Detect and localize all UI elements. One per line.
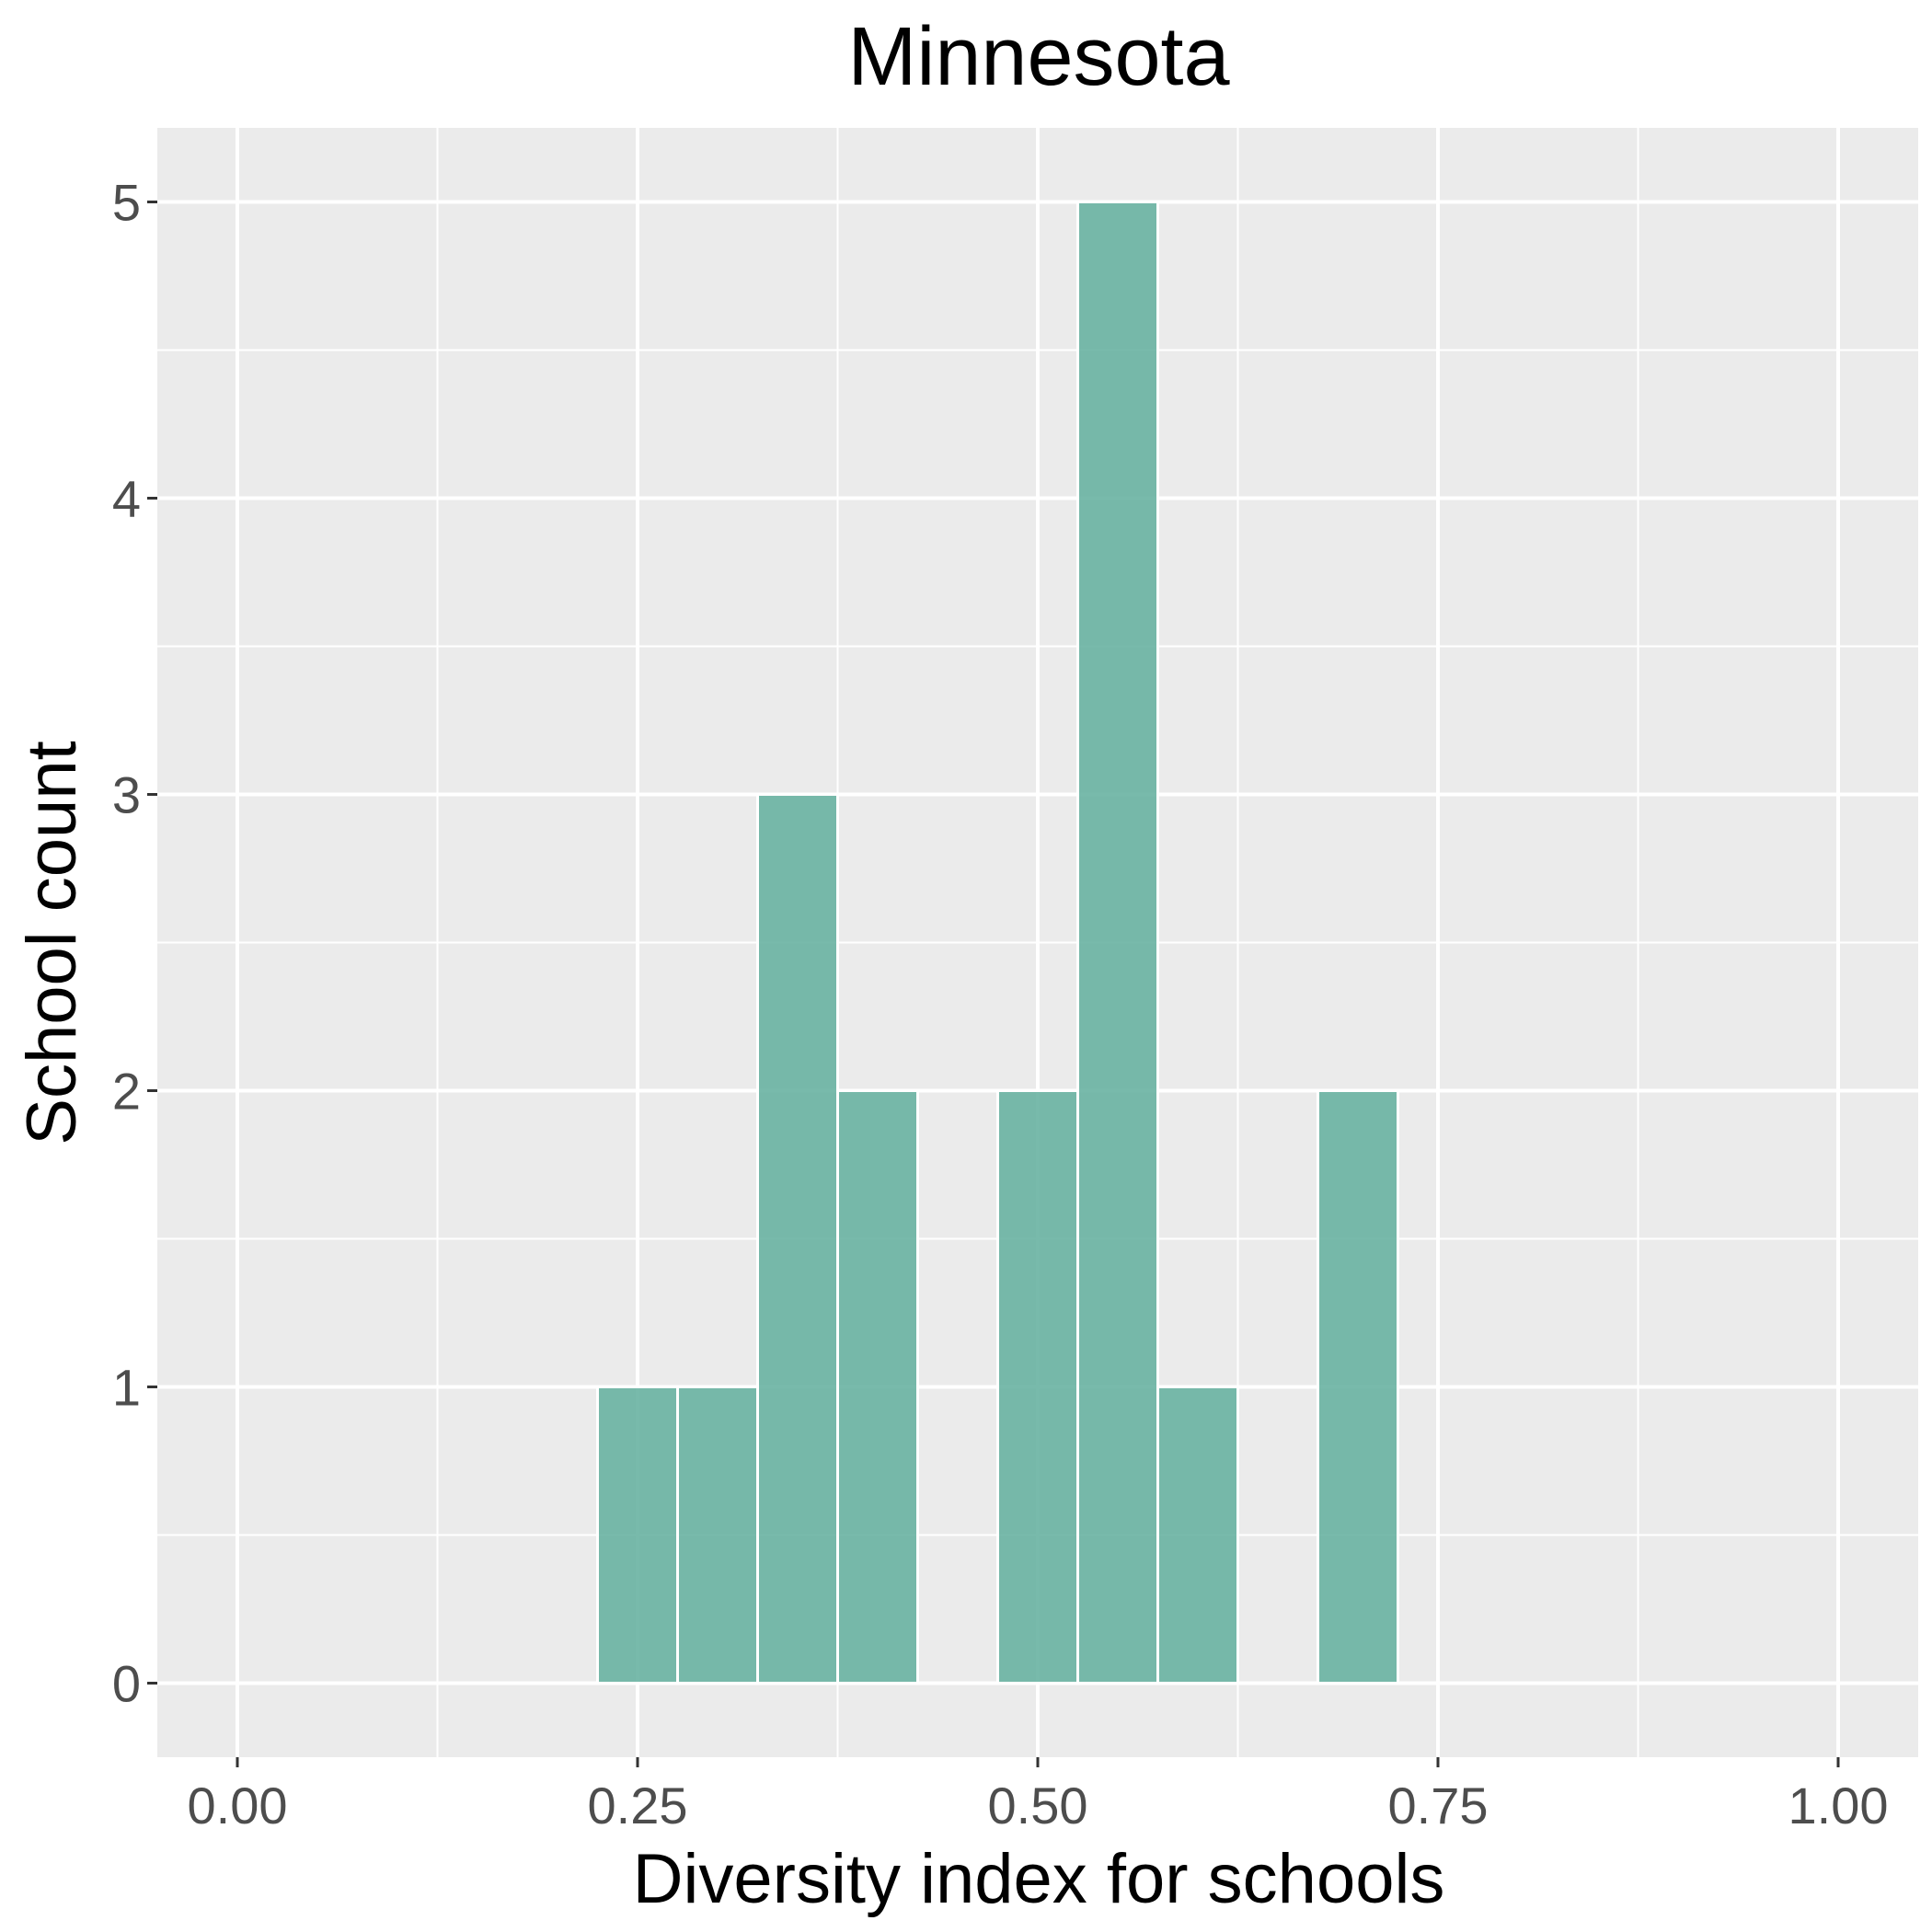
- x-tick-label: 0.75: [1388, 1777, 1489, 1834]
- y-axis-title: School count: [13, 741, 91, 1144]
- histogram-bar: [996, 1089, 1079, 1685]
- y-tick-label: 3: [112, 766, 141, 824]
- y-tick-label: 2: [112, 1063, 141, 1121]
- histogram-bar: [1156, 1386, 1239, 1685]
- y-tick-label: 1: [112, 1359, 141, 1417]
- x-tick-label: 0.25: [588, 1777, 688, 1834]
- x-axis-title: Diversity index for schools: [633, 1840, 1445, 1918]
- x-tick-label: 1.00: [1788, 1777, 1889, 1834]
- x-axis-ticks: 0.00 0.25 0.50 0.75 1.00: [188, 1757, 1889, 1834]
- y-axis-ticks: 0 1 2 3 4 5: [112, 174, 157, 1713]
- y-tick-label: 0: [112, 1655, 141, 1713]
- histogram-bar: [756, 793, 839, 1685]
- histogram-bar: [1076, 201, 1159, 1685]
- histogram-bars: [596, 201, 1399, 1685]
- chart-title: Minnesota: [847, 11, 1230, 103]
- x-tick-label: 0.00: [188, 1777, 288, 1834]
- histogram-bar: [596, 1386, 679, 1685]
- histogram-bar: [1317, 1089, 1399, 1685]
- histogram-bar: [836, 1089, 919, 1685]
- y-tick-label: 4: [112, 470, 141, 528]
- x-tick-label: 0.50: [988, 1777, 1088, 1834]
- y-tick-label: 5: [112, 174, 141, 232]
- histogram-bar: [676, 1386, 759, 1685]
